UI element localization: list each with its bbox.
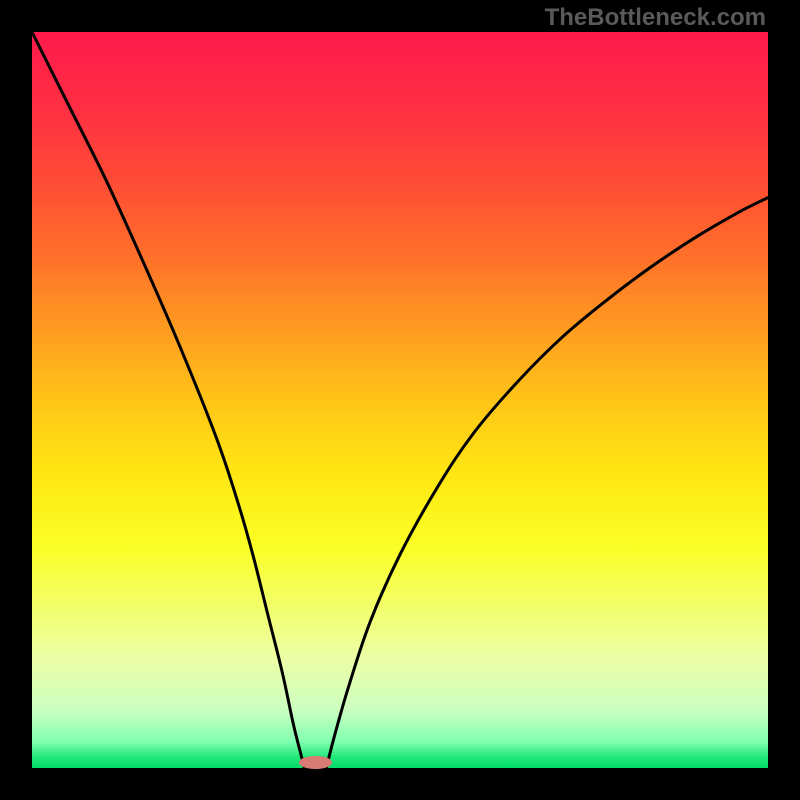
curve-left xyxy=(32,32,304,768)
curve-overlay xyxy=(0,0,800,800)
watermark-text: TheBottleneck.com xyxy=(545,4,766,32)
curve-right xyxy=(326,198,768,768)
